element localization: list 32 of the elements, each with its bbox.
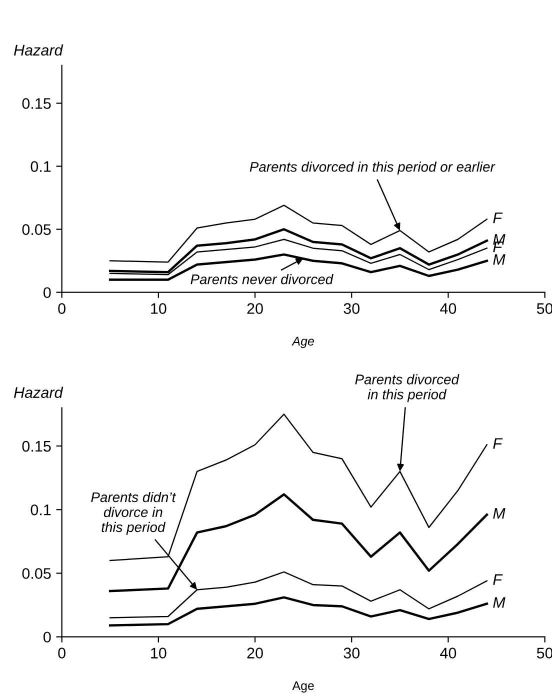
x-axis-title: Age	[292, 681, 314, 693]
y-tick-label: 0.1	[30, 161, 51, 172]
y-axis-title: Hazard	[14, 386, 64, 398]
series-label: M	[493, 597, 506, 608]
x-tick-label: 0	[58, 648, 66, 658]
y-tick-label: 0.15	[22, 98, 51, 109]
annotation: Parents didn’t divorce in this period	[91, 492, 176, 535]
y-axis-title: Hazard	[14, 44, 64, 56]
x-tick-label: 10	[151, 303, 166, 314]
y-tick-label: 0.15	[22, 440, 51, 452]
y-tick-label: 0.05	[22, 568, 51, 579]
x-axis-title: Age	[292, 336, 314, 348]
series-label: F	[493, 212, 503, 224]
y-tick-label: 0.1	[30, 504, 51, 516]
x-tick-label: 20	[247, 648, 263, 658]
y-tick-label: 0	[44, 632, 51, 643]
x-tick-label: 40	[440, 648, 456, 658]
x-tick-label: 0	[58, 303, 66, 314]
series-label: M	[493, 508, 506, 519]
annotation: Parents divorced in this period or earlier	[250, 162, 496, 175]
x-tick-label: 40	[440, 303, 456, 314]
series-label: F	[493, 438, 503, 449]
x-tick-label: 30	[344, 648, 360, 658]
x-tick-label: 10	[151, 648, 166, 658]
annotation: Parents never divorced	[190, 274, 334, 284]
x-tick-label: 20	[247, 303, 263, 314]
x-tick-label: 30	[344, 303, 360, 314]
series-label: M	[493, 254, 506, 265]
series-label: F	[493, 574, 503, 585]
annotation: Parents divorced in this period	[355, 374, 460, 402]
y-tick-label: 0	[44, 287, 51, 298]
y-tick-label: 0.05	[22, 224, 51, 235]
